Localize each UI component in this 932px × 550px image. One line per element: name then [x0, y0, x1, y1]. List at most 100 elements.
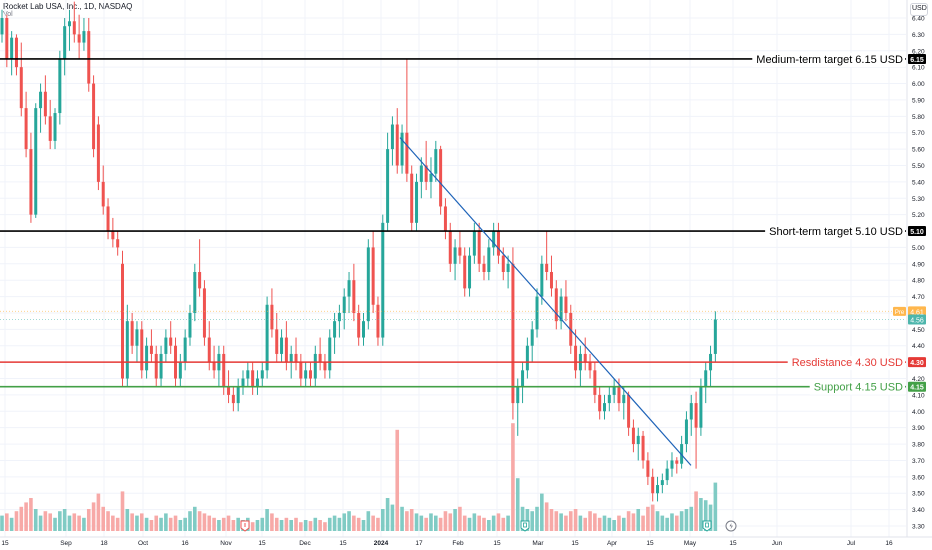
candle-body	[689, 403, 693, 420]
price-tick-label: 6.00	[912, 81, 925, 88]
volume-bar	[621, 517, 626, 531]
candle-body	[188, 312, 192, 338]
candle-body	[121, 263, 124, 379]
candle-body	[713, 319, 717, 354]
volume-bar	[472, 513, 477, 531]
candle-body	[395, 124, 399, 166]
level-label: Short-term target 5.10 USD	[769, 226, 903, 238]
volume-bar	[53, 517, 57, 531]
candle-body	[376, 304, 380, 338]
level-price-text: 6.15	[910, 57, 924, 64]
candle-body	[10, 37, 14, 59]
volume-bar	[578, 515, 583, 531]
volume-bar	[96, 493, 101, 531]
candle-body	[48, 116, 52, 141]
candle-body	[516, 386, 520, 404]
candle-body	[19, 67, 23, 109]
candle-body	[24, 108, 28, 150]
candle-body	[545, 263, 549, 272]
candle-body	[193, 272, 197, 313]
candle-body	[116, 239, 120, 248]
settings-box[interactable]	[910, 3, 928, 16]
candle-body	[169, 337, 173, 346]
volume-bar	[265, 509, 269, 531]
candle-body	[612, 386, 616, 395]
volume-bar	[371, 515, 375, 531]
time-tick-label: May	[684, 540, 697, 547]
level-label-background	[809, 380, 906, 395]
price-tick-label: 4.80	[912, 278, 925, 285]
price-tick-label: 3.70	[912, 458, 925, 465]
candle-body	[63, 26, 67, 59]
event-markers	[240, 520, 737, 532]
level-price-text: 5.10	[910, 229, 924, 236]
volume-bar	[332, 515, 337, 531]
volume-bar	[380, 509, 385, 531]
grid	[0, 0, 906, 537]
volume-bar	[43, 511, 48, 531]
candle-body	[29, 149, 33, 215]
candle-body	[371, 247, 375, 305]
earnings-marker-icon[interactable]	[520, 520, 530, 532]
candle-body	[386, 149, 390, 223]
price-tick-label: 3.60	[912, 474, 925, 481]
candle-body	[236, 386, 240, 404]
level-label: Support 4.15 USD	[814, 382, 903, 394]
volume-bar	[67, 515, 72, 531]
candle-body	[318, 353, 322, 363]
volume-bar	[515, 478, 520, 531]
volume-bar	[139, 513, 144, 531]
volume-bar	[568, 511, 573, 531]
candle-body	[212, 362, 216, 371]
candle-body	[202, 288, 206, 338]
candle-body	[39, 91, 43, 109]
candle-body	[680, 444, 684, 464]
price-tick-label: 4.00	[912, 409, 925, 416]
time-tick-label: 15	[571, 540, 579, 547]
volume-bar	[376, 517, 380, 531]
currency-label[interactable]: USD	[912, 5, 927, 12]
candle-body	[574, 345, 578, 371]
candle-body	[328, 337, 332, 371]
volume-bar	[607, 517, 612, 531]
candle-body	[646, 460, 650, 477]
price-tick-label: 3.90	[912, 425, 925, 432]
time-tick-label: Oct	[138, 540, 148, 547]
volume-bar	[641, 515, 645, 531]
volume-bar	[496, 513, 501, 531]
volume-bar	[188, 511, 192, 531]
price-tick-label: 5.90	[912, 97, 925, 104]
candle-body	[304, 370, 308, 379]
volume-bar	[400, 506, 404, 531]
volume-bar	[655, 511, 660, 531]
volume-bar	[173, 515, 178, 531]
price-tick-label: 3.30	[912, 524, 925, 531]
time-tick-label: 15	[646, 540, 654, 547]
candle-body	[222, 353, 226, 387]
candle-body	[617, 386, 621, 404]
candle-body	[260, 370, 264, 379]
candle-body	[501, 255, 505, 272]
volume-bar	[231, 520, 236, 531]
volume-bar	[0, 515, 4, 531]
volume-bar	[448, 513, 453, 531]
candle-body	[241, 378, 245, 387]
level-price-text: 4.30	[910, 360, 924, 367]
volume-bar	[405, 511, 409, 531]
volume-bar	[183, 517, 187, 531]
time-tick-label: Feb	[452, 540, 464, 547]
candle-body	[631, 427, 635, 445]
price-tick-label: 3.40	[912, 507, 925, 514]
earnings-marker-icon[interactable]	[702, 520, 712, 532]
candle-body	[607, 394, 611, 404]
candle-body	[130, 321, 134, 346]
price-marker-tag-text: Pre	[895, 310, 905, 316]
volume-legend-label: Vol	[3, 11, 13, 18]
price-tick-label: 6.20	[912, 48, 925, 55]
candle-body	[593, 370, 597, 395]
candle-body	[448, 231, 452, 264]
volume-bar	[511, 423, 515, 531]
level-label-background	[765, 225, 906, 240]
volume-bar	[86, 509, 91, 531]
